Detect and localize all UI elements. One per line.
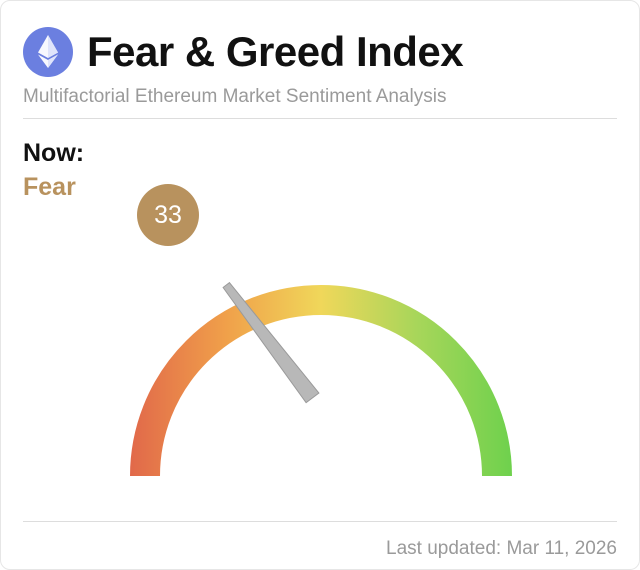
ethereum-icon	[23, 27, 73, 77]
header-divider	[23, 118, 617, 119]
gauge-needle	[222, 281, 320, 404]
now-label: Now:	[23, 139, 85, 167]
sentiment-label: Fear	[23, 173, 76, 201]
footer-divider	[23, 521, 617, 522]
gauge-arc	[130, 285, 512, 477]
score-badge: 33	[137, 184, 199, 246]
last-updated: Last updated: Mar 11, 2026	[386, 538, 617, 559]
page-subtitle: Multifactorial Ethereum Market Sentiment…	[23, 86, 447, 107]
page-title: Fear & Greed Index	[87, 28, 464, 75]
